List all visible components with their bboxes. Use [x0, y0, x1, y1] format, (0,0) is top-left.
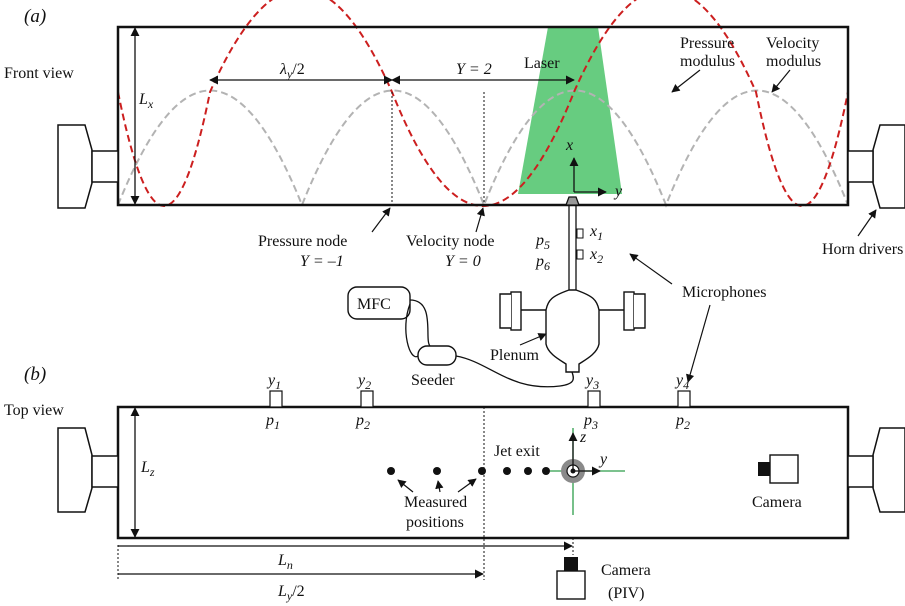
- microphones-label: Microphones: [682, 284, 766, 301]
- plenum: [499, 289, 646, 373]
- y2-label: Y = 2: [456, 61, 492, 78]
- axis-y-label-top: y: [598, 451, 608, 468]
- measured-arrow-2: [435, 480, 444, 493]
- mic-x2: [576, 249, 584, 260]
- lambda-label: λy/2: [279, 61, 305, 81]
- horn-drivers-arrow: [857, 209, 877, 237]
- y3-label: y3: [584, 372, 599, 392]
- mic-y1: [269, 390, 283, 408]
- camera-inside: [758, 454, 799, 484]
- y2b-label: y2: [356, 372, 371, 392]
- microphones-arrow-a: [629, 253, 673, 285]
- velocity-node-arrow: [475, 207, 485, 233]
- measured-arrow-3: [457, 478, 477, 493]
- p6-label: p6: [535, 253, 550, 273]
- measured-position: [542, 467, 550, 475]
- camera-label: Camera: [752, 494, 802, 511]
- p5-label: p5: [535, 232, 550, 252]
- pressure-modulus-label-1: Pressure: [680, 35, 734, 52]
- measured-position: [524, 467, 532, 475]
- velocity-node-label-2: Y = 0: [445, 253, 481, 270]
- p2b-label: p2: [675, 412, 690, 432]
- measured-label-1: Measured: [404, 494, 467, 511]
- axis-y-label: y: [613, 183, 623, 200]
- horn-driver-right-front: [847, 124, 905, 209]
- p2-label: p2: [355, 412, 370, 432]
- mfc-box: [347, 286, 411, 320]
- pressure-node-arrow: [371, 207, 391, 233]
- lz-label: Lz: [140, 459, 155, 479]
- y1-label: y1: [266, 372, 281, 392]
- camera-piv-label-2: (PIV): [608, 585, 644, 602]
- microphones-arrow-b: [686, 304, 711, 383]
- mic-y4: [677, 390, 691, 408]
- ln-label: Ln: [277, 552, 293, 572]
- pressure-node-label-2: Y = –1: [300, 253, 344, 270]
- axis-z-label: z: [579, 429, 587, 446]
- front-view-label: Front view: [4, 65, 74, 82]
- panel-a-label: (a): [24, 6, 46, 27]
- ly-label: Ly/2: [277, 583, 305, 603]
- measured-label-2: positions: [406, 514, 464, 531]
- measured-position: [478, 467, 486, 475]
- seeder-plenum-tube: [455, 355, 574, 388]
- jet-exit-label: Jet exit: [494, 443, 540, 460]
- camera-piv: [556, 557, 586, 600]
- camera-piv-label-1: Camera: [601, 562, 651, 579]
- laser-label: Laser: [524, 55, 560, 72]
- horn-driver-left-top: [57, 427, 119, 513]
- pressure-modulus-curve: [117, 0, 849, 207]
- measured-position: [387, 467, 395, 475]
- jet-pipe: [565, 196, 580, 290]
- measured-position: [433, 467, 441, 475]
- velocity-modulus-arrow: [771, 69, 791, 93]
- p3-label: p3: [583, 412, 598, 432]
- x2-label: x2: [589, 246, 603, 266]
- plenum-label: Plenum: [490, 347, 539, 364]
- top-view-label: Top view: [4, 402, 64, 419]
- seeder-label: Seeder: [411, 372, 455, 389]
- pressure-modulus-arrow: [671, 69, 701, 93]
- lx-label: Lx: [138, 91, 154, 111]
- axis-x-label: x: [565, 137, 573, 154]
- mic-y2: [360, 390, 374, 408]
- mic-x1: [576, 228, 584, 239]
- p1-label: p1: [265, 412, 280, 432]
- velocity-modulus-label-1: Velocity: [766, 35, 819, 52]
- velocity-node-label-1: Velocity node: [406, 233, 494, 250]
- pressure-node-label-1: Pressure node: [258, 233, 347, 250]
- mfc-label: MFC: [357, 296, 391, 313]
- mfc-seeder-tube-2: [405, 303, 419, 358]
- measured-arrow-1: [397, 479, 414, 493]
- plenum-arrow: [519, 333, 547, 346]
- measured-position: [503, 467, 511, 475]
- y4-label: y4: [674, 372, 689, 392]
- velocity-modulus-curve: [117, 89, 849, 208]
- velocity-modulus-label-2: modulus: [766, 53, 821, 70]
- horn-driver-right-top: [847, 427, 905, 513]
- duct-front-view: [116, 25, 850, 207]
- panel-b-label: (b): [24, 364, 46, 385]
- laser-sheet: [518, 27, 622, 194]
- horn-drivers-label: Horn drivers: [822, 241, 903, 258]
- mfc-seeder-tube: [409, 299, 431, 347]
- mic-y3: [587, 390, 601, 408]
- seeder-box: [417, 345, 457, 366]
- horn-driver-left-front: [57, 124, 119, 209]
- x1-label: x1: [589, 223, 603, 243]
- pressure-modulus-label-2: modulus: [680, 53, 735, 70]
